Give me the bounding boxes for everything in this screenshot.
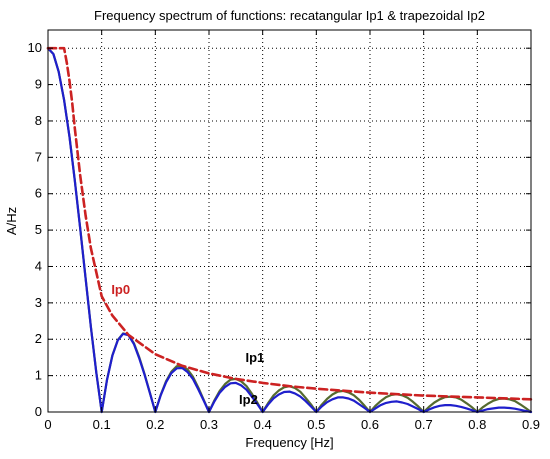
plot-area [48,30,531,412]
annotations: Ip0 Ip1 Ip2 [111,282,264,407]
x-tick-label: 0.2 [146,417,164,432]
series-line-ip0 [46,46,533,401]
y-tick-label: 2 [35,331,42,346]
y-tick-label: 8 [35,113,42,128]
x-tick-label: 0.9 [522,417,540,432]
annotation-ip1: Ip1 [245,350,264,365]
x-axis-label: Frequency [Hz] [245,435,333,450]
x-tick-label: 0.7 [415,417,433,432]
chart-title: Frequency spectrum of functions: recatan… [94,8,485,23]
x-tick-label: 0.3 [200,417,218,432]
annotation-ip2: Ip2 [239,392,258,407]
x-tick-label: 0.4 [254,417,272,432]
y-tick-label: 3 [35,295,42,310]
x-tick-label: 0.5 [307,417,325,432]
x-tick-label: 0.6 [361,417,379,432]
y-tick-label: 5 [35,222,42,237]
x-tick-label: 0.8 [468,417,486,432]
y-axis: 0 1 2 3 4 5 6 7 8 9 10 [28,40,531,419]
annotation-ip0: Ip0 [111,282,130,297]
series-layer [46,46,533,414]
y-tick-label: 1 [35,368,42,383]
y-tick-label: 7 [35,149,42,164]
y-tick-label: 6 [35,186,42,201]
y-axis-label: A/Hz [4,207,19,235]
y-tick-label: 9 [35,77,42,92]
grid-lines [48,30,531,412]
x-tick-label: 0.1 [93,417,111,432]
plot-frame [47,29,532,413]
y-tick-label: 0 [35,404,42,419]
x-axis: 0 0.1 0.2 0.3 0.4 0.5 0.6 0.7 0.8 0.9 [44,30,540,432]
y-tick-label: 10 [28,40,42,55]
y-tick-label: 4 [35,258,42,273]
x-tick-label: 0 [44,417,51,432]
